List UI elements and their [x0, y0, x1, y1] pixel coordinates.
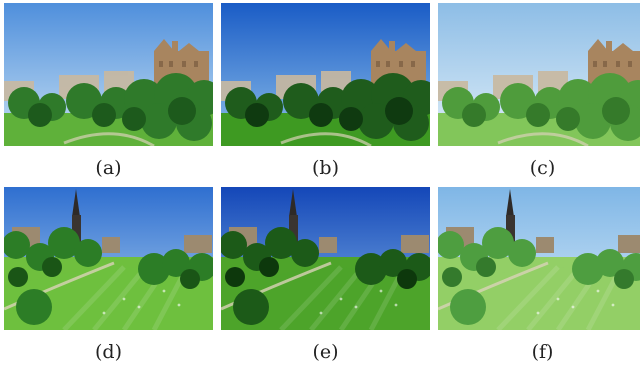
- caption-d: (d): [95, 341, 122, 363]
- photo-panel-f: [438, 187, 640, 330]
- photo-panel-a: [4, 3, 213, 146]
- photo-image: [438, 187, 640, 330]
- photo-panel-c: [438, 3, 640, 146]
- caption-b: (b): [312, 157, 339, 179]
- photo-panel-b: [221, 3, 430, 146]
- photo-panel-e: [221, 187, 430, 330]
- caption-e: (e): [312, 341, 339, 363]
- photo-image: [4, 3, 213, 146]
- photo-image: [221, 187, 430, 330]
- photo-image: [4, 187, 213, 330]
- photo-image: [221, 3, 430, 146]
- photo-image: [438, 3, 640, 146]
- caption-a: (a): [95, 157, 122, 179]
- caption-c: (c): [529, 157, 556, 179]
- caption-f: (f): [531, 341, 554, 363]
- photo-panel-d: [4, 187, 213, 330]
